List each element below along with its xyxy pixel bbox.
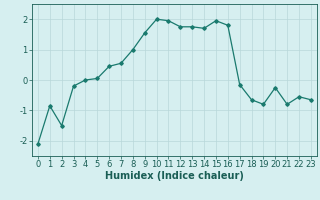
X-axis label: Humidex (Indice chaleur): Humidex (Indice chaleur) xyxy=(105,171,244,181)
